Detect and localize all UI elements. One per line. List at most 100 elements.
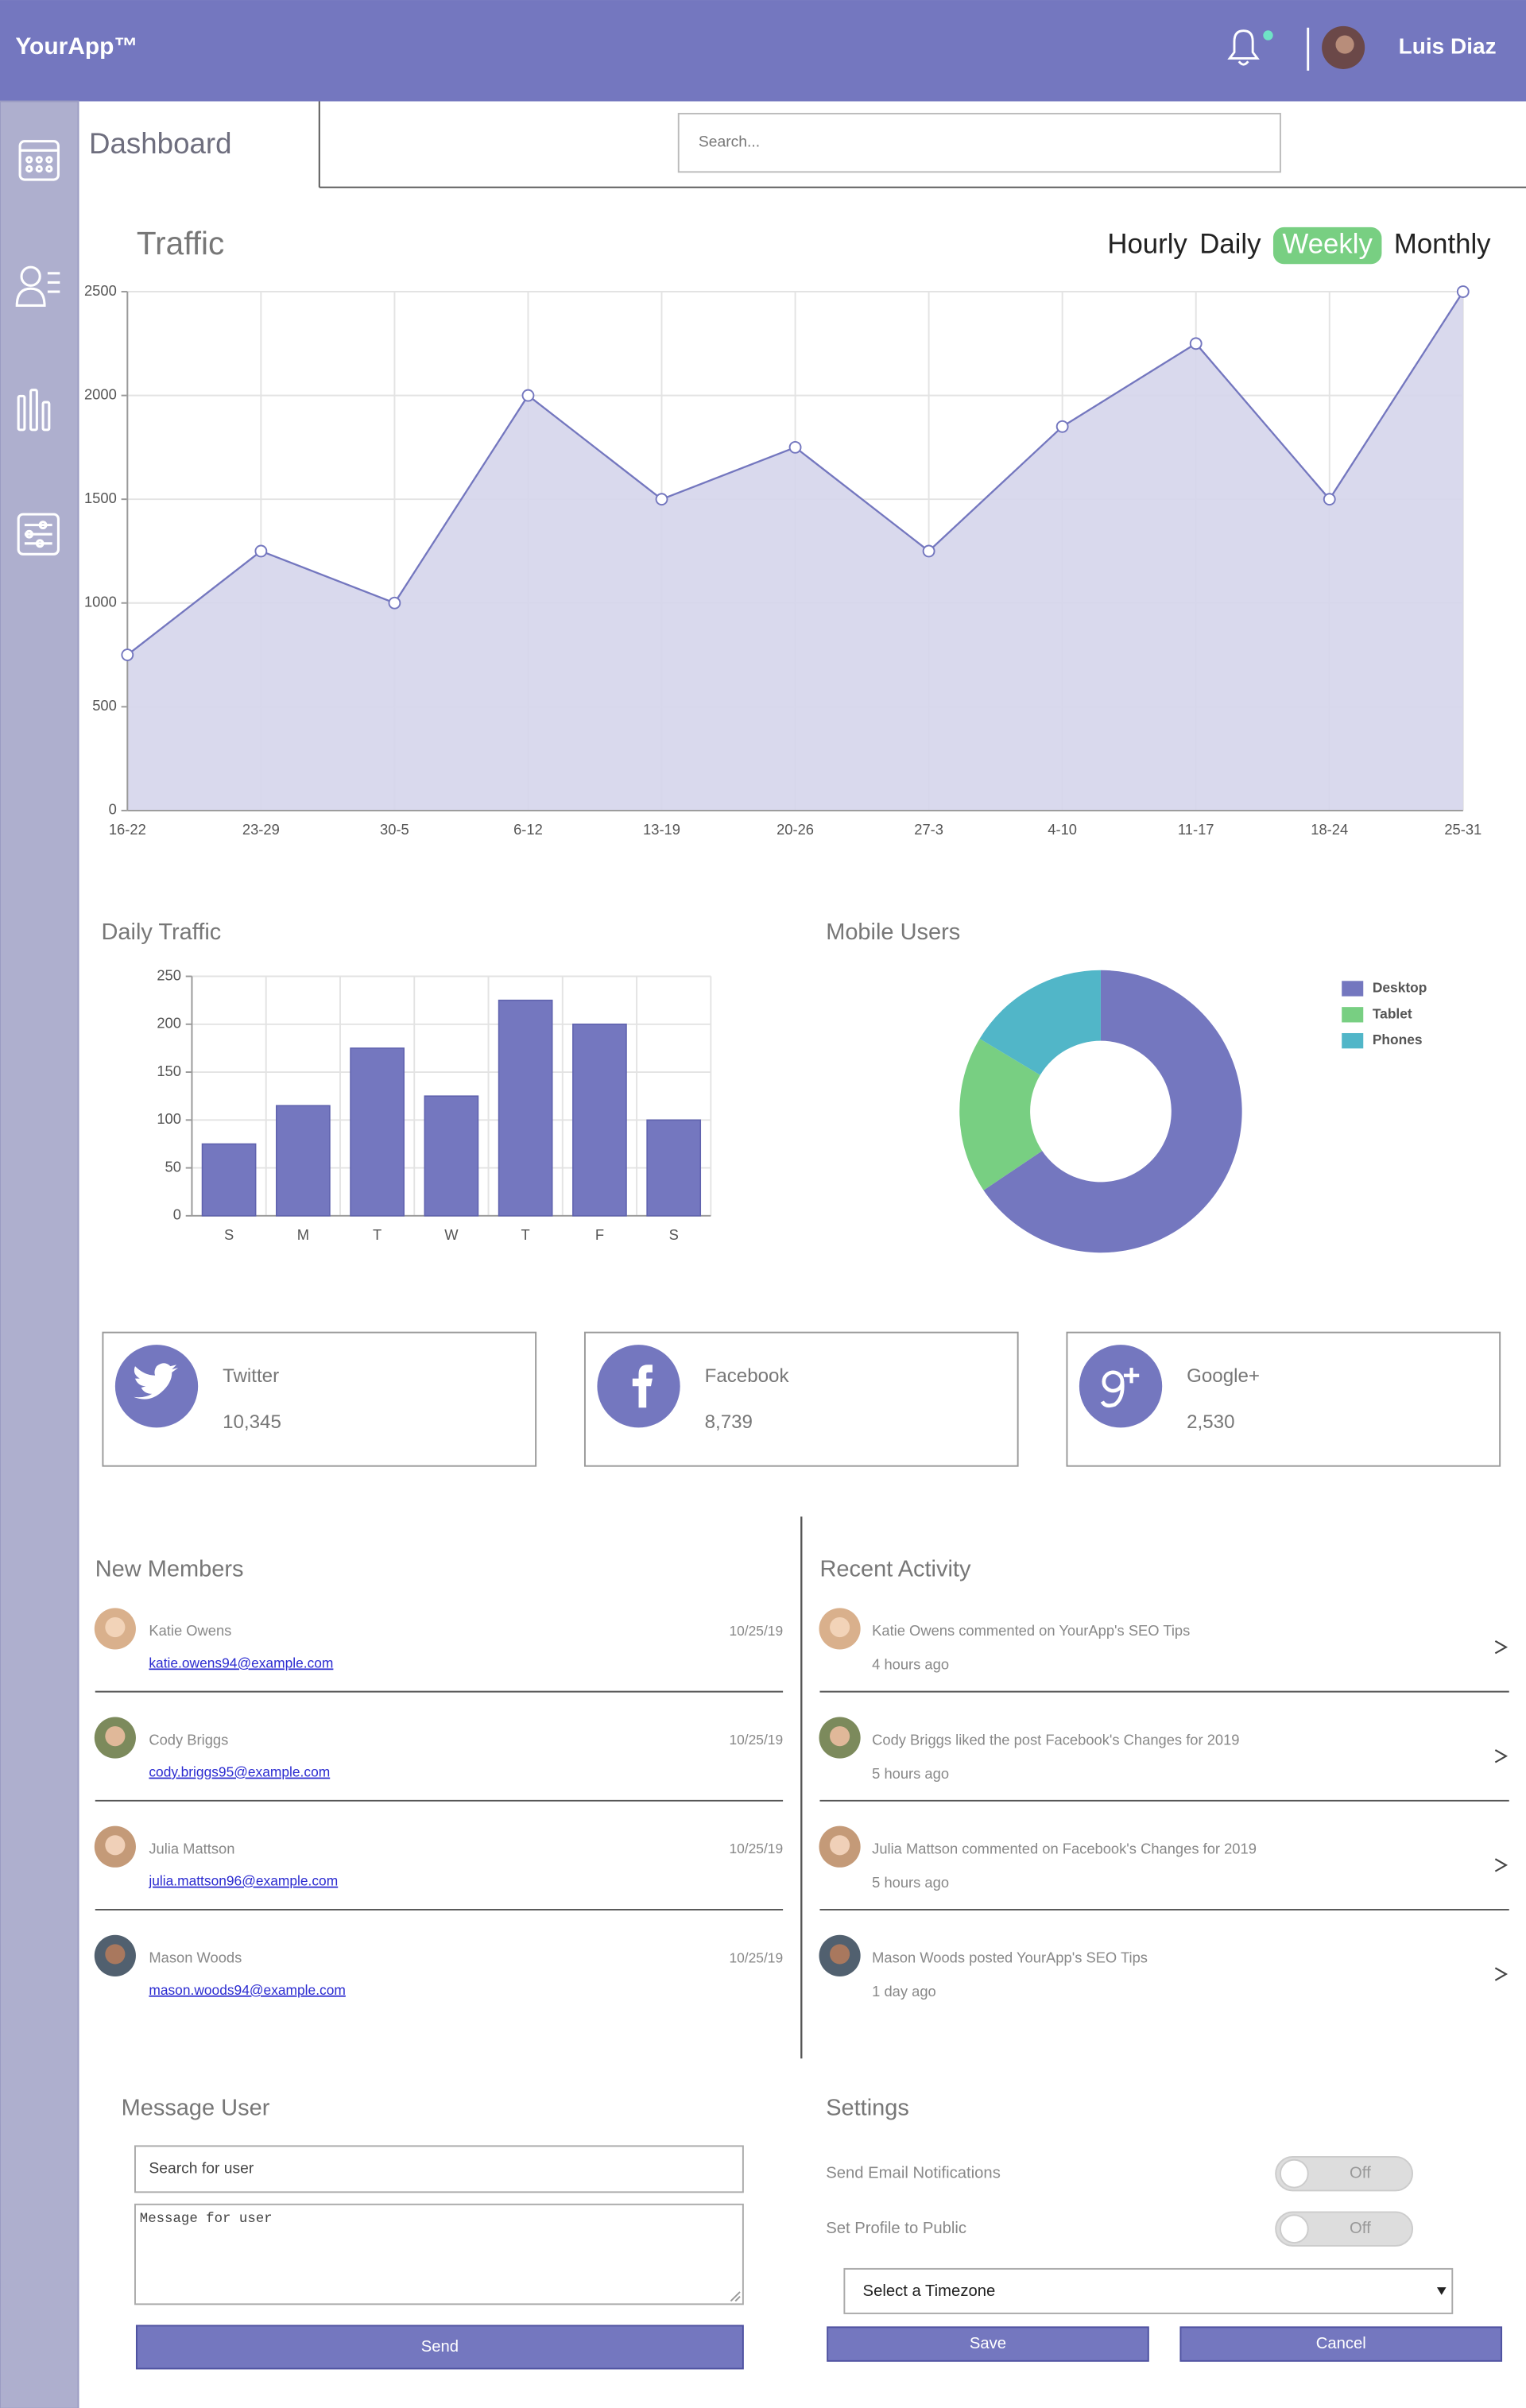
- activity-text[interactable]: Katie Owens commented on YourApp's SEO T…: [872, 1622, 1190, 1639]
- activity-arrow[interactable]: [1494, 1967, 1509, 1981]
- point[interactable]: [655, 493, 668, 506]
- traffic-tab[interactable]: Monthly: [1394, 229, 1491, 259]
- bar[interactable]: [201, 1143, 257, 1217]
- avatar-face: [105, 1726, 126, 1747]
- sidebar: [0, 101, 79, 2408]
- toggle-state: Off: [1350, 2220, 1371, 2237]
- y-tick-label: 1500: [84, 490, 117, 506]
- activity-text[interactable]: Julia Mattson commented on Facebook's Ch…: [872, 1840, 1257, 1856]
- message-textarea[interactable]: [134, 2203, 744, 2305]
- bar[interactable]: [276, 1105, 331, 1217]
- notification-dot: [1263, 30, 1273, 41]
- member-name: Cody Briggs: [149, 1731, 228, 1748]
- point[interactable]: [121, 648, 134, 661]
- save-button-label[interactable]: Save: [970, 2335, 1006, 2352]
- social-icon: [632, 1365, 653, 1408]
- user-name[interactable]: Luis Diaz: [1399, 33, 1497, 58]
- timezone-select[interactable]: [843, 2267, 1454, 2314]
- legend-swatch: [1342, 981, 1364, 997]
- member-name: Katie Owens: [149, 1622, 231, 1639]
- y-tick-label: 2500: [84, 282, 117, 299]
- search-box[interactable]: [677, 112, 1281, 173]
- bar[interactable]: [498, 999, 553, 1217]
- member-email[interactable]: katie.owens94@example.com: [149, 1655, 333, 1671]
- x-tick-label: 27-3: [914, 821, 943, 838]
- icon-calendar-dot: [25, 156, 33, 164]
- activity-arrow[interactable]: [1494, 1858, 1509, 1872]
- chart-title: Daily Traffic: [101, 919, 221, 945]
- traffic-tab[interactable]: Weekly: [1283, 229, 1373, 259]
- save-button[interactable]: [827, 2326, 1149, 2362]
- member-date: 10/25/19: [729, 1949, 783, 1965]
- x-tick-label: 4-10: [1048, 821, 1077, 838]
- toggle[interactable]: [1275, 2155, 1414, 2192]
- doughnut-slice[interactable]: [979, 970, 1101, 1075]
- point[interactable]: [254, 544, 268, 558]
- point[interactable]: [388, 596, 401, 610]
- traffic-tab-active[interactable]: [1272, 226, 1382, 265]
- cancel-button[interactable]: [1179, 2326, 1503, 2362]
- traffic-tab[interactable]: Daily: [1199, 229, 1261, 259]
- member-email[interactable]: mason.woods94@example.com: [149, 1982, 346, 1998]
- cancel-button-label[interactable]: Cancel: [1316, 2335, 1366, 2352]
- x-tick-label: T: [373, 1226, 382, 1243]
- member-date: 10/25/19: [729, 1732, 783, 1748]
- x-tick-label: 11-17: [1178, 821, 1214, 838]
- x-tick-label: 18-24: [1311, 821, 1348, 838]
- member-name: Mason Woods: [149, 1949, 242, 1966]
- y-tick-label: 2000: [84, 385, 117, 402]
- toggle[interactable]: [1275, 2211, 1414, 2247]
- x-tick-label: W: [444, 1226, 459, 1243]
- setting-label: Send Email Notifications: [826, 2165, 1001, 2182]
- legend-label: Tablet: [1373, 1005, 1412, 1021]
- toggle-state: Off: [1350, 2165, 1371, 2182]
- activity-text[interactable]: Cody Briggs liked the post Facebook's Ch…: [872, 1731, 1239, 1748]
- social-count: 10,345: [223, 1411, 281, 1433]
- x-tick-label: T: [521, 1226, 530, 1243]
- icon-calendar[interactable]: [18, 140, 60, 181]
- send-button-label[interactable]: Send: [421, 2338, 459, 2356]
- icon-stats[interactable]: [17, 394, 26, 432]
- point[interactable]: [1323, 493, 1336, 506]
- icon-users[interactable]: [20, 265, 41, 287]
- point[interactable]: [1055, 420, 1069, 433]
- section-title: Recent Activity: [819, 1557, 970, 1582]
- activity-arrow[interactable]: [1494, 1640, 1509, 1655]
- user-search-input[interactable]: [134, 2145, 744, 2193]
- activity-text[interactable]: Mason Woods posted YourApp's SEO Tips: [872, 1949, 1148, 1966]
- point[interactable]: [1189, 337, 1203, 350]
- doughnut-slice[interactable]: [959, 1039, 1043, 1190]
- traffic-tab[interactable]: Hourly: [1107, 229, 1187, 259]
- avatar-face: [105, 1835, 126, 1856]
- icon-stats[interactable]: [29, 389, 38, 432]
- avatar-face: [830, 1616, 850, 1638]
- bell-icon[interactable]: [1227, 29, 1260, 66]
- legend-swatch: [1342, 1032, 1364, 1049]
- member-email[interactable]: julia.mattson96@example.com: [148, 1873, 338, 1889]
- point[interactable]: [922, 544, 935, 558]
- section-title: Settings: [826, 2096, 909, 2121]
- icon-settings[interactable]: [17, 513, 60, 556]
- member-name: Julia Mattson: [149, 1840, 234, 1856]
- sidebar-border: [0, 100, 79, 2408]
- activity-arrow[interactable]: [1494, 1749, 1509, 1763]
- bar[interactable]: [646, 1119, 702, 1217]
- point[interactable]: [1456, 285, 1470, 298]
- bar[interactable]: [572, 1024, 627, 1217]
- icon-stats[interactable]: [41, 401, 51, 432]
- legend-swatch: [1342, 1007, 1364, 1023]
- send-button[interactable]: [135, 2325, 744, 2370]
- resize-grip: [730, 2291, 741, 2302]
- x-tick-label: 13-19: [643, 821, 680, 838]
- point[interactable]: [788, 440, 802, 454]
- bar[interactable]: [424, 1095, 479, 1217]
- y-tick-label: 100: [157, 1110, 181, 1127]
- point[interactable]: [521, 389, 535, 402]
- bar[interactable]: [350, 1047, 405, 1217]
- icon-settings-knob: [38, 521, 48, 530]
- doughnut-slice[interactable]: [983, 970, 1242, 1253]
- member-email[interactable]: cody.briggs95@example.com: [149, 1764, 330, 1780]
- logo[interactable]: YourApp™: [15, 33, 137, 60]
- social-icon: [1100, 1368, 1140, 1408]
